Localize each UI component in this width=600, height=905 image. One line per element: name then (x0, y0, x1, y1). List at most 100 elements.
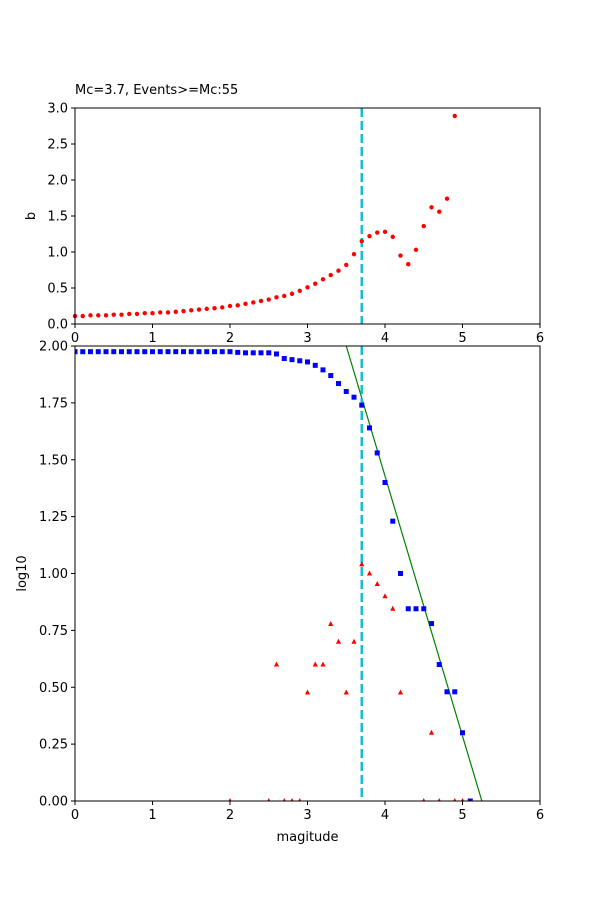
data-point (398, 253, 403, 258)
data-point (351, 394, 357, 400)
data-point (336, 381, 341, 387)
data-point (437, 209, 442, 214)
data-point (390, 234, 395, 240)
data-point (88, 349, 93, 355)
data-point (88, 313, 93, 318)
data-point (258, 350, 264, 356)
data-point (375, 230, 380, 235)
data-point (228, 798, 232, 801)
data-point (452, 113, 457, 119)
data-point (235, 303, 240, 308)
x-tick-label: 4 (381, 808, 389, 823)
data-point (453, 798, 457, 801)
data-point (413, 247, 419, 253)
fm-series (75, 349, 473, 801)
data-point (359, 561, 365, 567)
data-point (382, 480, 388, 485)
data-point (298, 798, 302, 801)
y-tick-label: 1.00 (39, 567, 68, 582)
data-point (460, 730, 465, 736)
fm-plot-xlabel: magitude (276, 830, 338, 845)
data-point (181, 349, 186, 355)
y-tick-label: 3.0 (47, 102, 68, 117)
data-point (304, 689, 311, 695)
y-tick-label: 0.50 (39, 681, 68, 696)
x-tick-label: 4 (381, 331, 389, 346)
data-point (328, 621, 334, 627)
data-point (297, 288, 302, 294)
data-point (367, 425, 372, 431)
data-point (429, 621, 434, 627)
b-value-series (72, 113, 457, 319)
y-tick-label: 0.00 (39, 795, 68, 810)
data-point (444, 196, 450, 201)
data-point (367, 233, 372, 239)
fm-plot-frame (74, 345, 541, 802)
data-point (452, 689, 458, 695)
data-point (80, 349, 86, 355)
x-tick-label: 6 (536, 331, 544, 346)
data-point (282, 798, 286, 801)
data-point (406, 262, 411, 267)
data-point (158, 310, 163, 315)
data-point (320, 661, 326, 667)
b-value-plot: Mc=3.7, Events>=Mc:55 0 1 2 3 4 5 6 0.0 0.5 1.0 1… (24, 83, 544, 346)
data-point (96, 313, 101, 318)
data-point (134, 349, 140, 355)
data-point (460, 798, 465, 801)
x-tick-label: 3 (303, 331, 311, 346)
data-point (305, 285, 310, 290)
data-point (227, 349, 233, 355)
b-plot-x-ticks: 0 1 2 3 4 5 6 (71, 324, 544, 346)
data-point (429, 205, 434, 210)
data-point (297, 358, 303, 364)
data-point (289, 357, 295, 363)
data-point (111, 312, 116, 317)
data-point (444, 689, 450, 695)
data-point (343, 389, 349, 394)
data-point (75, 349, 78, 355)
b-plot-frame (74, 107, 541, 325)
data-point (251, 300, 256, 305)
data-point (212, 349, 217, 355)
data-point (274, 295, 279, 300)
data-point (258, 298, 264, 304)
b-plot-title: Mc=3.7, Events>=Mc:55 (75, 83, 238, 98)
data-point (95, 349, 101, 355)
data-point (305, 359, 310, 365)
data-point (189, 308, 194, 313)
data-point (351, 638, 357, 644)
data-point (344, 262, 349, 268)
x-tick-label: 6 (536, 808, 544, 823)
x-tick-label: 3 (303, 808, 311, 823)
data-point (235, 349, 241, 355)
data-point (181, 308, 186, 314)
data-point (227, 303, 233, 309)
data-point (273, 661, 280, 667)
data-point (204, 306, 209, 312)
y-tick-label: 1.50 (39, 453, 68, 468)
data-point (312, 362, 318, 368)
data-point (343, 689, 349, 695)
data-point (467, 798, 473, 801)
data-point (422, 798, 426, 801)
data-point (359, 239, 364, 244)
fit-line (345, 346, 483, 801)
data-point (421, 606, 427, 612)
x-tick-label: 0 (71, 331, 79, 346)
data-point (196, 307, 202, 312)
data-point (150, 349, 155, 355)
data-point (374, 580, 380, 586)
y-tick-label: 0.5 (47, 282, 68, 297)
data-point (312, 661, 318, 667)
data-point (374, 450, 380, 456)
x-tick-label: 0 (71, 808, 79, 823)
y-tick-label: 1.25 (39, 510, 68, 525)
data-point (335, 638, 342, 644)
data-point (204, 349, 210, 355)
data-point (250, 350, 256, 356)
data-point (390, 605, 396, 611)
data-point (336, 268, 341, 273)
data-point (212, 305, 217, 311)
